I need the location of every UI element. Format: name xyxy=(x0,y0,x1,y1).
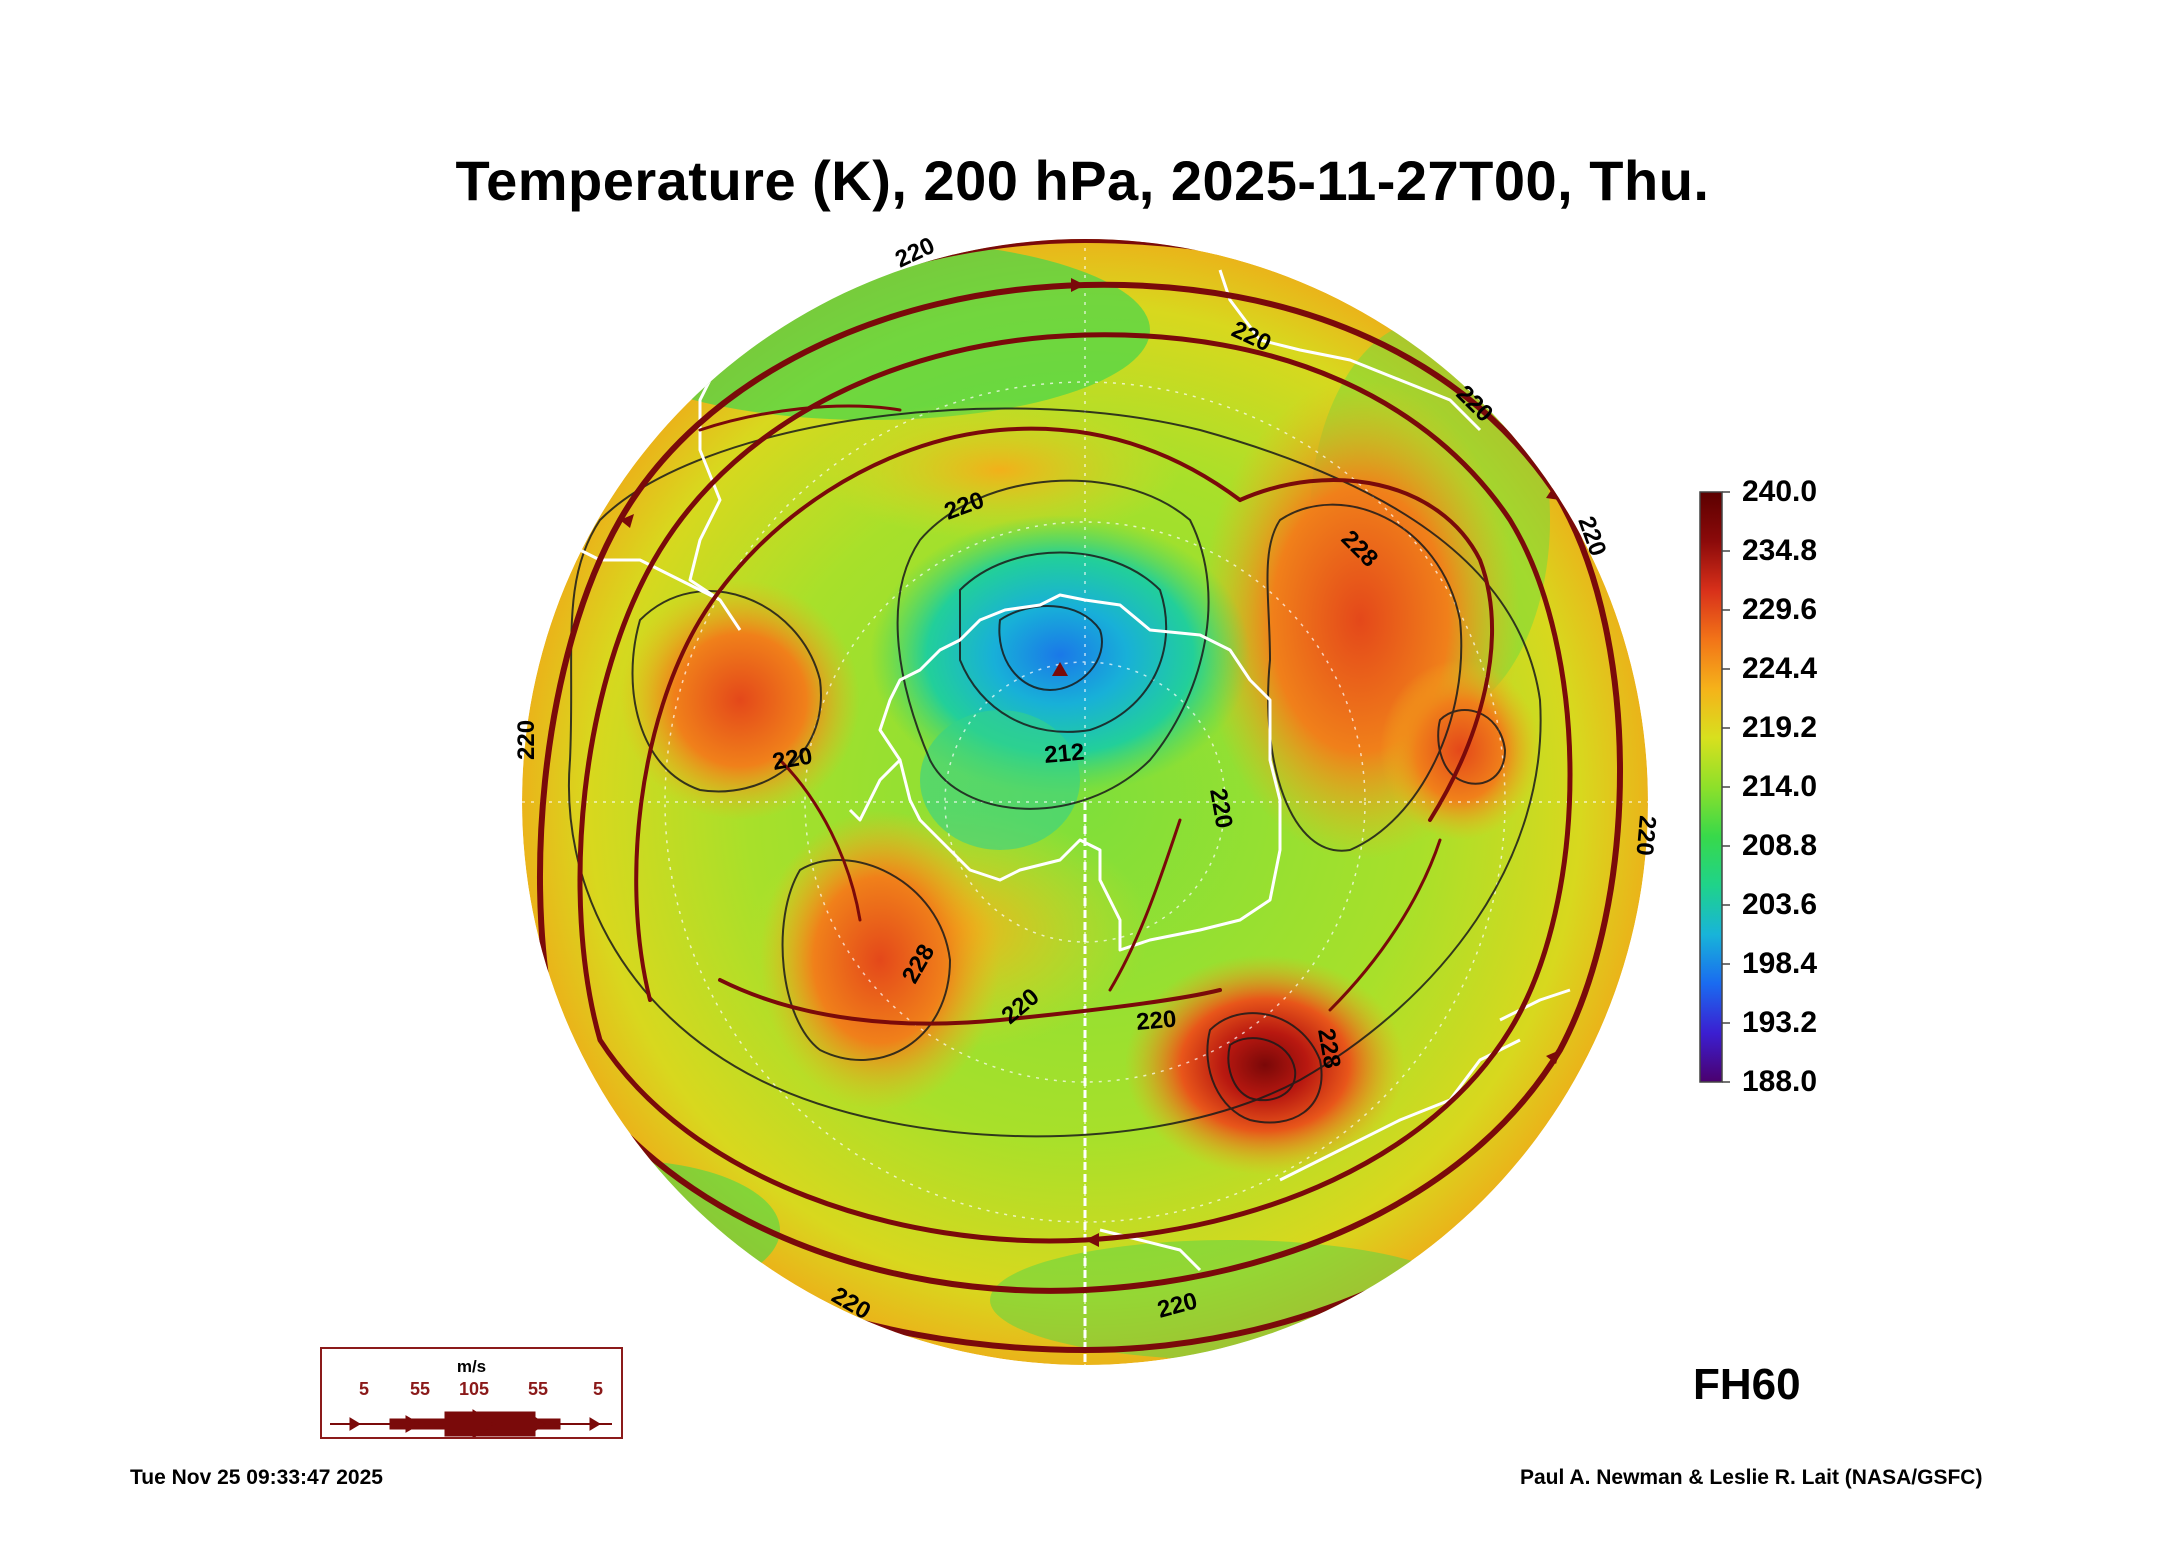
colorbar-label-240: 240.0 xyxy=(1742,475,1818,508)
wind-legend-value: 105 xyxy=(458,1379,490,1399)
contour-label: 212 xyxy=(1043,739,1085,769)
colorbar-label-224-4: 224.4 xyxy=(1742,652,1818,685)
wind-legend-value: 55 xyxy=(409,1379,431,1399)
colorbar-label-219-2: 219.2 xyxy=(1742,711,1818,744)
colorbar-label-198-4: 198.4 xyxy=(1742,947,1818,980)
colorbar-label-188: 188.0 xyxy=(1742,1065,1818,1098)
colorbar-label-193-2: 193.2 xyxy=(1742,1006,1818,1039)
colorbar-label-203-6: 203.6 xyxy=(1742,888,1818,921)
wind-legend-value: 5 xyxy=(592,1379,604,1399)
colorbar-label-234-8: 234.8 xyxy=(1742,534,1818,567)
wind-legend-arrow xyxy=(330,1409,612,1439)
credit-line: Paul A. Newman & Leslie R. Lait (NASA/GS… xyxy=(1520,1466,1983,1489)
wind-legend-value: 55 xyxy=(527,1379,549,1399)
contour-label: 220 xyxy=(513,720,540,760)
contour-label: 220 xyxy=(1631,814,1661,856)
generated-timestamp: Tue Nov 25 09:33:47 2025 xyxy=(130,1466,383,1489)
chart-title: Temperature (K), 200 hPa, 2025-11-27T00,… xyxy=(455,149,1710,212)
colorbar-ticks xyxy=(1722,491,1730,1083)
contour-label: 220 xyxy=(1135,1006,1177,1036)
colorbar-label-214: 214.0 xyxy=(1742,770,1818,803)
colorbar xyxy=(1699,491,1723,1083)
colorbar-label-208-8: 208.8 xyxy=(1742,829,1818,862)
forecast-hour: FH60 xyxy=(1693,1360,1801,1409)
wind-legend: m/s 5 55 105 55 5 xyxy=(320,1347,623,1439)
colorbar-label-229-6: 229.6 xyxy=(1742,593,1818,626)
wind-legend-unit: m/s xyxy=(456,1357,487,1376)
wind-legend-value: 5 xyxy=(358,1379,370,1399)
